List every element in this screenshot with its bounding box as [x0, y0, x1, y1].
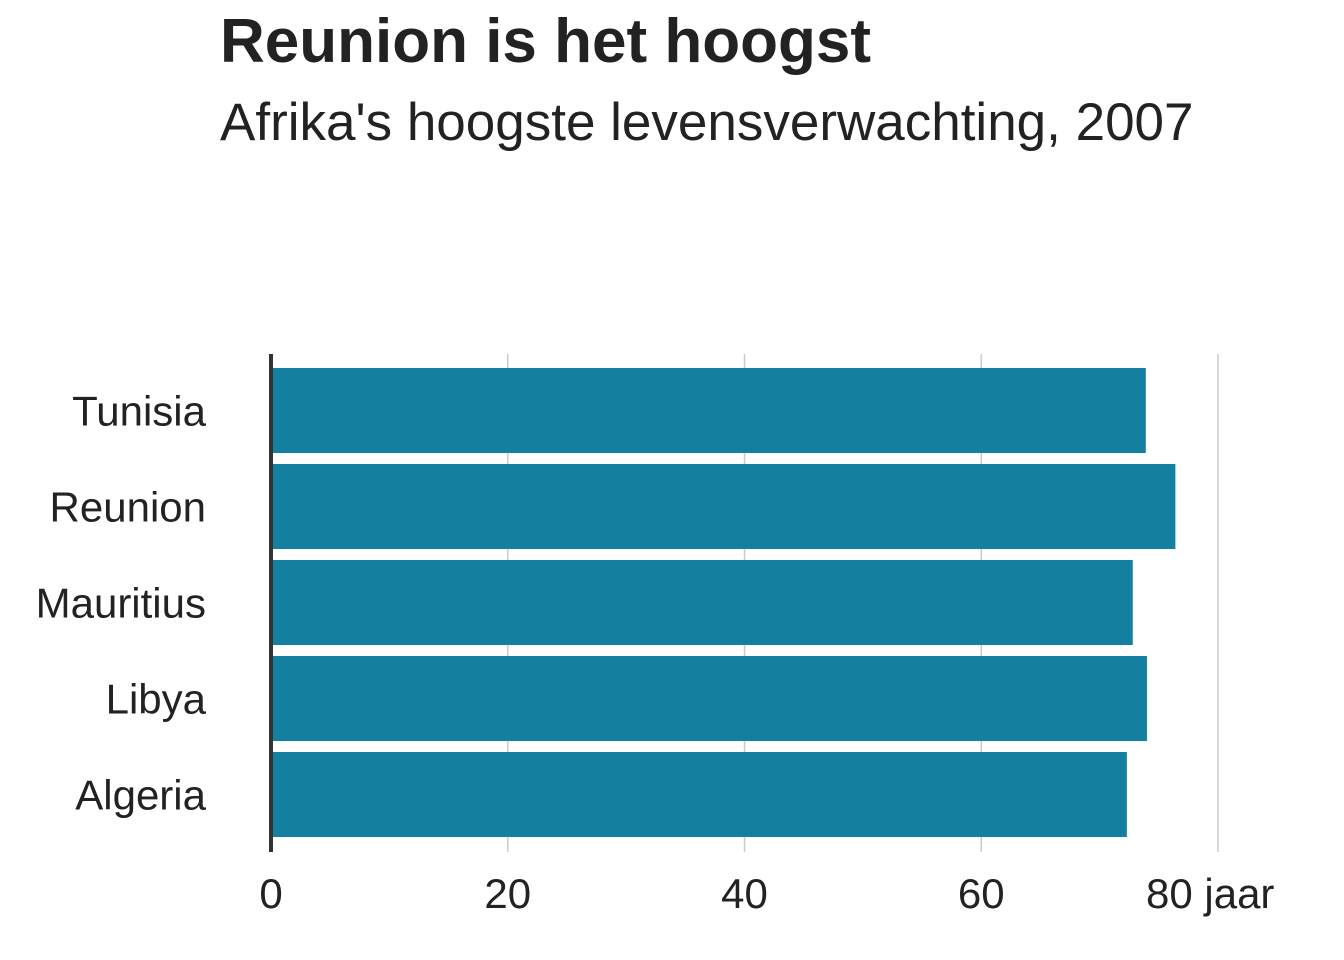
- x-tick-label-60: 60: [958, 870, 1005, 917]
- bar-mauritius: [271, 560, 1133, 645]
- x-tick-label-40: 40: [721, 870, 768, 917]
- chart-subtitle: Afrika's hoogste levensverwachting, 2007: [220, 93, 1194, 152]
- x-tick-label-20: 20: [484, 870, 531, 917]
- category-label-algeria: Algeria: [75, 772, 206, 819]
- axis-labels: 0 20 40 60 80 jaar Tunisia Reunion Mauritius Lib…: [36, 388, 1275, 918]
- bar-tunisia: [271, 368, 1146, 453]
- bar-reunion: [271, 464, 1176, 549]
- category-label-mauritius: Mauritius: [36, 580, 206, 627]
- category-label-libya: Libya: [106, 676, 207, 723]
- x-tick-label-0: 0: [259, 870, 282, 917]
- chart-title: Reunion is het hoogst: [220, 7, 871, 76]
- bar-libya: [271, 656, 1147, 741]
- category-label-tunisia: Tunisia: [72, 388, 206, 435]
- bars: [271, 368, 1176, 837]
- bar-algeria: [271, 752, 1127, 837]
- category-label-reunion: Reunion: [50, 484, 206, 531]
- x-tick-label-80: 80 jaar: [1146, 870, 1274, 917]
